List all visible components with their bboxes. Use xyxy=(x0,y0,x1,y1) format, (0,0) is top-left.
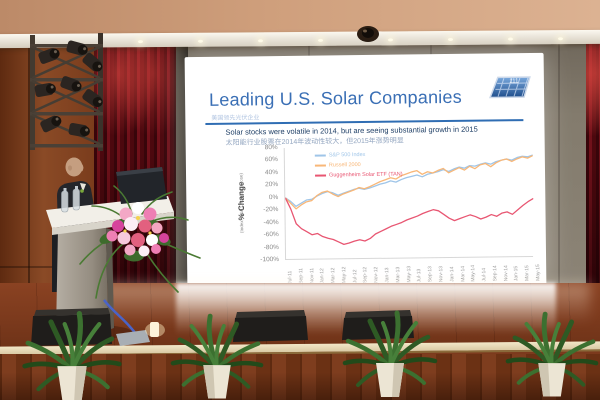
x-tick: Jul-14 xyxy=(481,267,488,282)
slide-title: Leading U.S. Solar Companies xyxy=(208,86,462,110)
stage-curtain-right xyxy=(586,38,600,292)
x-tick: Mar-12 xyxy=(330,267,337,284)
solar-panel-logo: 111 xyxy=(489,76,531,99)
x-tick: May-13 xyxy=(405,265,412,283)
screen-reflection xyxy=(176,283,556,335)
x-tick: Nov-11 xyxy=(308,267,315,284)
y-tick: -20% xyxy=(263,206,279,214)
line-chart: % Change (Index: 7/1/11 Adjusted Close) … xyxy=(222,144,542,287)
x-tick: Mar-13 xyxy=(394,266,402,283)
y-tick: 0% xyxy=(268,193,279,201)
legend-label: S&P 500 Index xyxy=(328,152,366,159)
x-tick: Mar-15 xyxy=(524,265,531,282)
x-tick: Nov-13 xyxy=(438,265,445,283)
y-tick: -80% xyxy=(263,243,279,251)
legend-label: Guggenheim Solar ETF (TAN) xyxy=(329,171,403,179)
x-tick: Jul-11 xyxy=(287,270,294,284)
x-tick: Sep-11 xyxy=(297,267,305,284)
x-tick: Jan-14 xyxy=(448,266,456,282)
stage-curtain-left xyxy=(94,38,176,292)
legend-dash xyxy=(314,164,326,167)
x-tick: May-14 xyxy=(470,264,477,282)
slide-title-note-cn: 美国领先光伏企业 xyxy=(211,115,260,122)
x-tick: Mar-14 xyxy=(459,265,466,282)
y-tick: 80% xyxy=(264,144,278,152)
stage-front-panel xyxy=(0,354,600,400)
wood-seam xyxy=(28,38,30,300)
plot-area: S&P 500 Index Russell 2000 Guggenheim Sola… xyxy=(283,144,534,260)
series-line xyxy=(284,154,534,208)
legend-item: Guggenheim Solar ETF (TAN) xyxy=(315,170,403,181)
x-tick: Sep-13 xyxy=(427,266,434,283)
wood-wall xyxy=(0,38,96,300)
recessed-light xyxy=(387,38,394,42)
x-tick: Jan-12 xyxy=(319,268,326,284)
projection-screen: Leading U.S. Solar Companies 美国领先光伏企业 11… xyxy=(184,52,547,291)
x-axis-ticks: Jul-11 Sep-11 Nov-11 Jan-12 Mar-12 May-12 Jul-… xyxy=(285,257,541,286)
x-tick: Sep-14 xyxy=(492,265,499,282)
recessed-light xyxy=(198,39,204,43)
y-tick: -100% xyxy=(260,256,280,264)
y-tick: -40% xyxy=(263,218,279,226)
y-axis-ticks: 80% 60% 40% 20% 0% -20% -40% -60% -80% -100% xyxy=(250,144,281,264)
x-tick: Jul-13 xyxy=(416,268,423,283)
slide: Leading U.S. Solar Companies 美国领先光伏企业 11… xyxy=(185,53,544,284)
recessed-light xyxy=(447,37,454,41)
x-tick: Nov-12 xyxy=(373,266,380,283)
recessed-light xyxy=(507,37,514,41)
y-tick: 40% xyxy=(264,168,279,177)
y-tick: 20% xyxy=(265,181,279,189)
series-line xyxy=(284,154,534,210)
x-tick: Jul-12 xyxy=(351,269,359,284)
legend-dash xyxy=(314,154,326,157)
y-tick: -60% xyxy=(263,231,279,239)
x-tick: Jan-15 xyxy=(513,265,520,282)
recessed-light xyxy=(317,38,324,42)
x-tick: May-15 xyxy=(535,264,542,281)
slide-subtitle-en: Solar stocks were volatile in 2014, but … xyxy=(225,124,478,137)
recessed-light xyxy=(258,39,264,43)
series-line xyxy=(284,197,534,246)
recessed-light xyxy=(138,40,144,44)
x-tick: Jan-13 xyxy=(384,267,391,283)
x-tick: May-12 xyxy=(341,266,348,284)
stage-floor xyxy=(0,283,600,347)
recessed-light xyxy=(557,37,564,41)
y-tick: 60% xyxy=(264,156,278,164)
x-tick: Nov-14 xyxy=(502,265,509,282)
series-lines xyxy=(284,154,534,246)
chart-legend: S&P 500 Index Russell 2000 Guggenheim Sola… xyxy=(314,150,403,181)
logo-label: 111 xyxy=(509,79,519,85)
wood-seam xyxy=(0,266,96,268)
wall-seam xyxy=(558,38,560,294)
x-tick: Sep-12 xyxy=(362,266,369,284)
legend-dash xyxy=(315,174,327,177)
legend-label: Russell 2000 xyxy=(328,162,361,169)
